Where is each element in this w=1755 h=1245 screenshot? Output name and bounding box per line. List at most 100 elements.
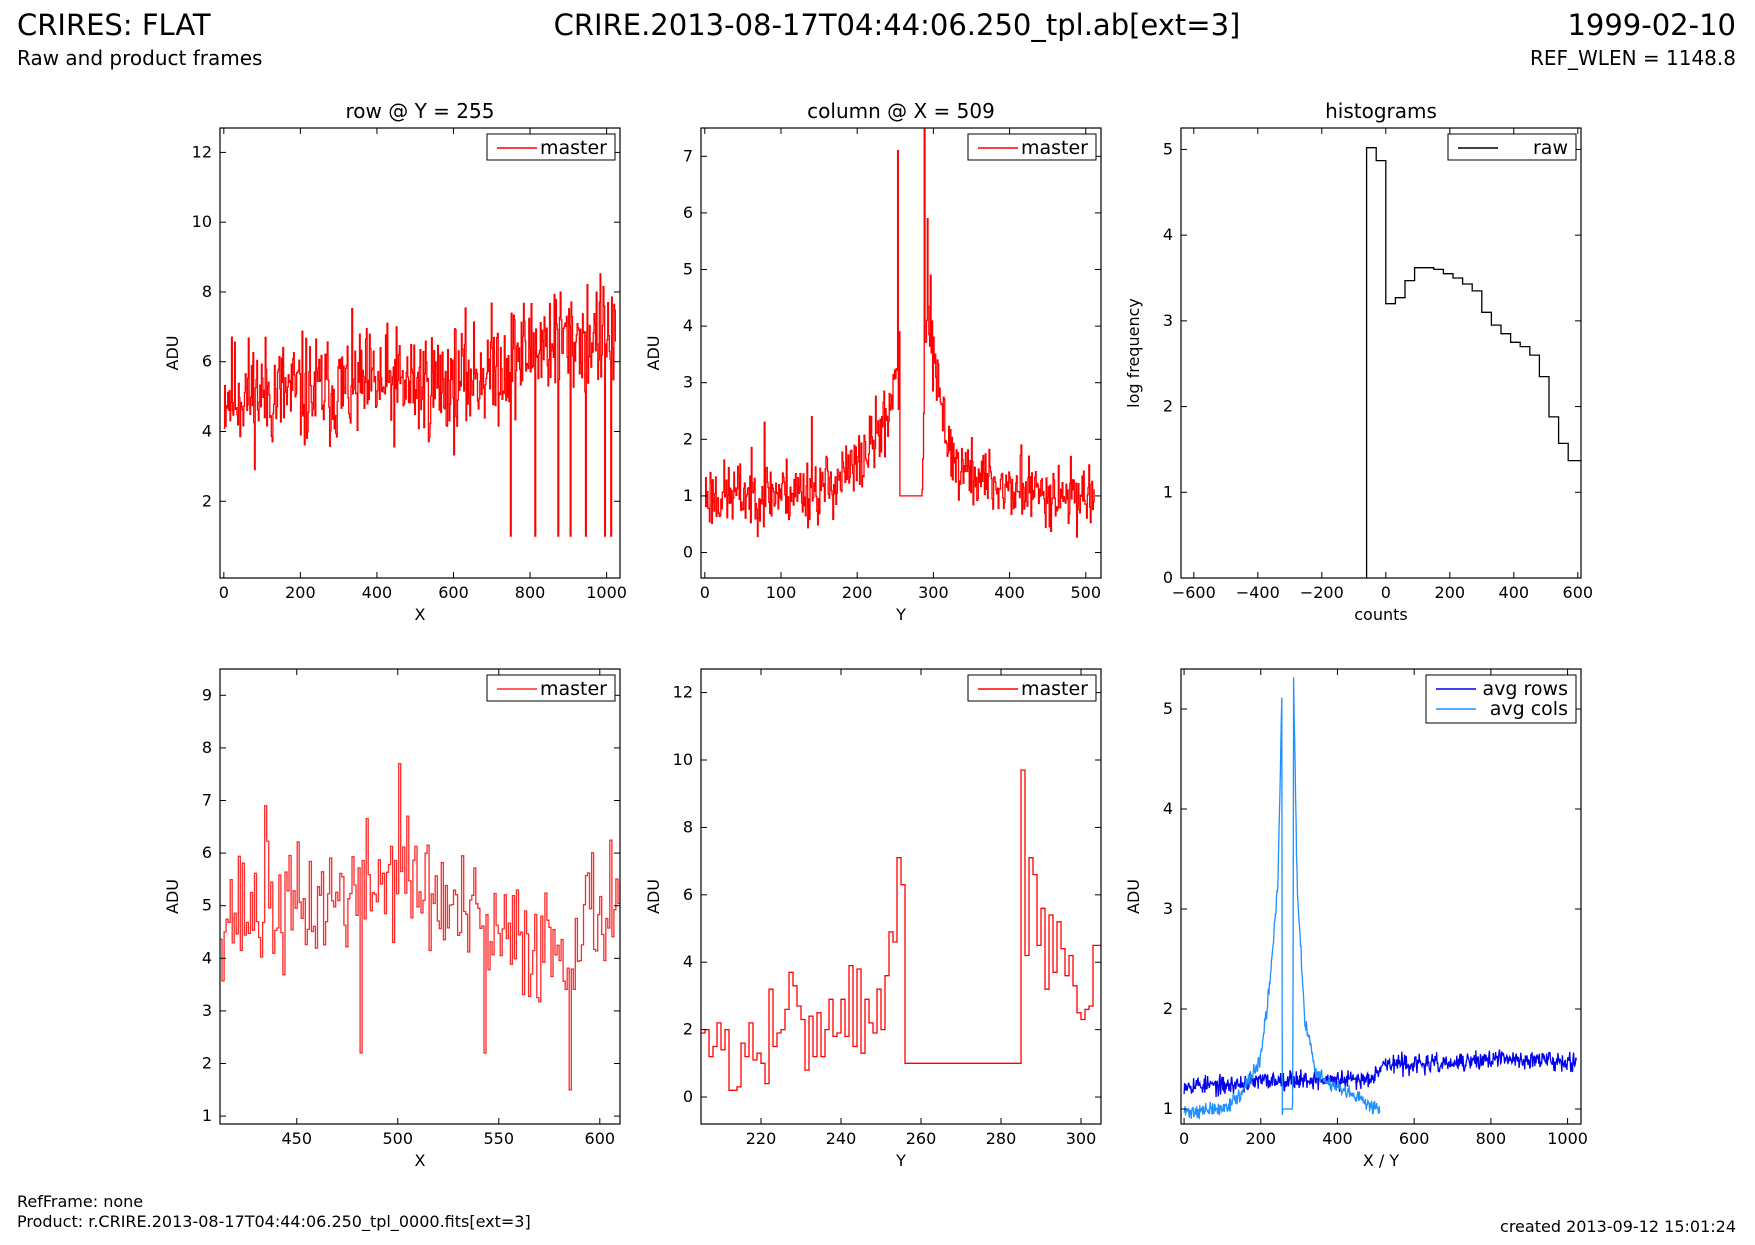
y-axis-label: log frequency: [1124, 298, 1143, 408]
y-tick-label: 5: [202, 896, 212, 915]
x-axis-label: X: [415, 1151, 426, 1170]
x-tick-label: −600: [1172, 583, 1216, 602]
y-tick-label: 4: [683, 952, 693, 971]
chart-histogram: −600 −400 −200 0 200 400 600 0 1 2 3 4 5 histograms co…: [1124, 99, 1593, 624]
x-tick-label: 0: [1381, 583, 1391, 602]
x-tick-label: 280: [986, 1129, 1017, 1148]
x-tick-label: 0: [219, 583, 229, 602]
series-line-raw: [1365, 147, 1581, 578]
y-tick-label: 6: [683, 203, 693, 222]
chart-title: row @ Y = 255: [346, 99, 495, 123]
y-tick-label: 2: [202, 491, 212, 510]
x-tick-label: 1000: [586, 583, 627, 602]
y-tick-label: 5: [1163, 139, 1173, 158]
x-tick-label: 600: [1399, 1129, 1430, 1148]
y-tick-label: 7: [202, 791, 212, 810]
plot-frame: [1180, 127, 1582, 579]
legend-box: [1447, 133, 1577, 161]
page-title: CRIRES: FLAT: [17, 8, 211, 42]
legend-label: master: [540, 137, 607, 159]
y-tick-label: 3: [202, 1001, 212, 1020]
y-tick-label: 10: [673, 750, 693, 769]
y-axis-label: ADU: [644, 336, 663, 371]
x-tick-label: 400: [1499, 583, 1530, 602]
x-tick-label: 1000: [1547, 1129, 1588, 1148]
y-tick-label: 4: [202, 948, 212, 967]
chart-averages: 0 200 400 600 800 1000 1 2 3 4 5 X / Y ADU avg rowsav…: [1124, 668, 1588, 1170]
x-axis-label: X / Y: [1363, 1151, 1400, 1170]
y-tick-label: 0: [683, 543, 693, 562]
legend-label: master: [1021, 137, 1088, 159]
product-label: Product: r.CRIRE.2013-08-17T04:44:06.250…: [17, 1212, 531, 1231]
chart-title: column @ X = 509: [807, 99, 995, 123]
series-line-master: [220, 763, 620, 1091]
x-tick-label: 240: [826, 1129, 857, 1148]
plot-frame: [219, 668, 621, 1125]
x-tick-label: 300: [1066, 1129, 1097, 1148]
chart-column: 0 100 200 300 400 500 0 1 2 3 4 5 6 7 column @ X = 509…: [644, 99, 1102, 624]
legend-box: [486, 674, 616, 702]
x-tick-label: −200: [1300, 583, 1344, 602]
y-tick-label: 9: [202, 685, 212, 704]
y-tick-label: 2: [202, 1054, 212, 1073]
plot-frame: [700, 127, 1102, 579]
y-tick-label: 8: [202, 738, 212, 757]
y-tick-label: 1: [683, 486, 693, 505]
x-tick-label: 100: [766, 583, 797, 602]
x-tick-label: 200: [285, 583, 316, 602]
series-line-master: [223, 273, 617, 537]
x-tick-label: 200: [842, 583, 873, 602]
x-tick-label: 500: [383, 1129, 414, 1148]
y-tick-label: 2: [683, 429, 693, 448]
y-tick-label: 5: [1163, 699, 1173, 718]
legend-box: [486, 133, 616, 161]
file-title: CRIRE.2013-08-17T04:44:06.250_tpl.ab[ext…: [553, 8, 1241, 42]
x-tick-label: 600: [438, 583, 469, 602]
x-tick-label: 800: [515, 583, 546, 602]
y-tick-label: 4: [1163, 799, 1173, 818]
y-tick-label: 3: [683, 373, 693, 392]
series-line-master: [701, 769, 1101, 1091]
y-tick-label: 12: [192, 142, 212, 161]
y-axis-label: ADU: [644, 879, 663, 914]
y-tick-label: 7: [683, 146, 693, 165]
y-tick-label: 4: [683, 316, 693, 335]
y-tick-label: 8: [202, 282, 212, 301]
y-tick-label: 2: [1163, 999, 1173, 1018]
page-subtitle: Raw and product frames: [17, 46, 263, 70]
x-axis-label: X: [415, 605, 426, 624]
y-tick-label: 0: [1163, 568, 1173, 587]
plot-frame: [1180, 668, 1582, 1125]
series-line-master: [704, 128, 1095, 538]
x-axis-label: counts: [1354, 605, 1407, 624]
series-line-avg-cols: [1183, 677, 1381, 1120]
x-tick-label: −400: [1236, 583, 1280, 602]
x-tick-label: 400: [994, 583, 1025, 602]
x-tick-label: 220: [746, 1129, 777, 1148]
x-tick-label: 260: [906, 1129, 937, 1148]
y-tick-label: 1: [1163, 482, 1173, 501]
plot-frame: [700, 668, 1102, 1125]
y-tick-label: 3: [1163, 311, 1173, 330]
chart-row-zoom: 450 500 550 600 1 2 3 4 5 6 7 8 9 X ADU master: [163, 668, 621, 1170]
x-tick-label: 300: [918, 583, 949, 602]
legend-label: master: [1021, 678, 1088, 700]
y-axis-label: ADU: [163, 879, 182, 914]
y-tick-label: 4: [202, 421, 212, 440]
x-tick-label: 550: [484, 1129, 515, 1148]
legend-label: raw: [1533, 137, 1568, 159]
created-label: created 2013-09-12 15:01:24: [1500, 1217, 1736, 1236]
x-tick-label: 200: [1435, 583, 1466, 602]
y-tick-label: 10: [192, 212, 212, 231]
y-tick-label: 6: [202, 352, 212, 371]
x-tick-label: 800: [1476, 1129, 1507, 1148]
x-tick-label: 600: [585, 1129, 616, 1148]
x-tick-label: 0: [1179, 1129, 1189, 1148]
y-axis-label: ADU: [163, 336, 182, 371]
y-tick-label: 1: [202, 1106, 212, 1125]
y-tick-label: 1: [1163, 1099, 1173, 1118]
x-tick-label: 0: [700, 583, 710, 602]
y-axis-label: ADU: [1124, 879, 1143, 914]
y-tick-label: 8: [683, 817, 693, 836]
